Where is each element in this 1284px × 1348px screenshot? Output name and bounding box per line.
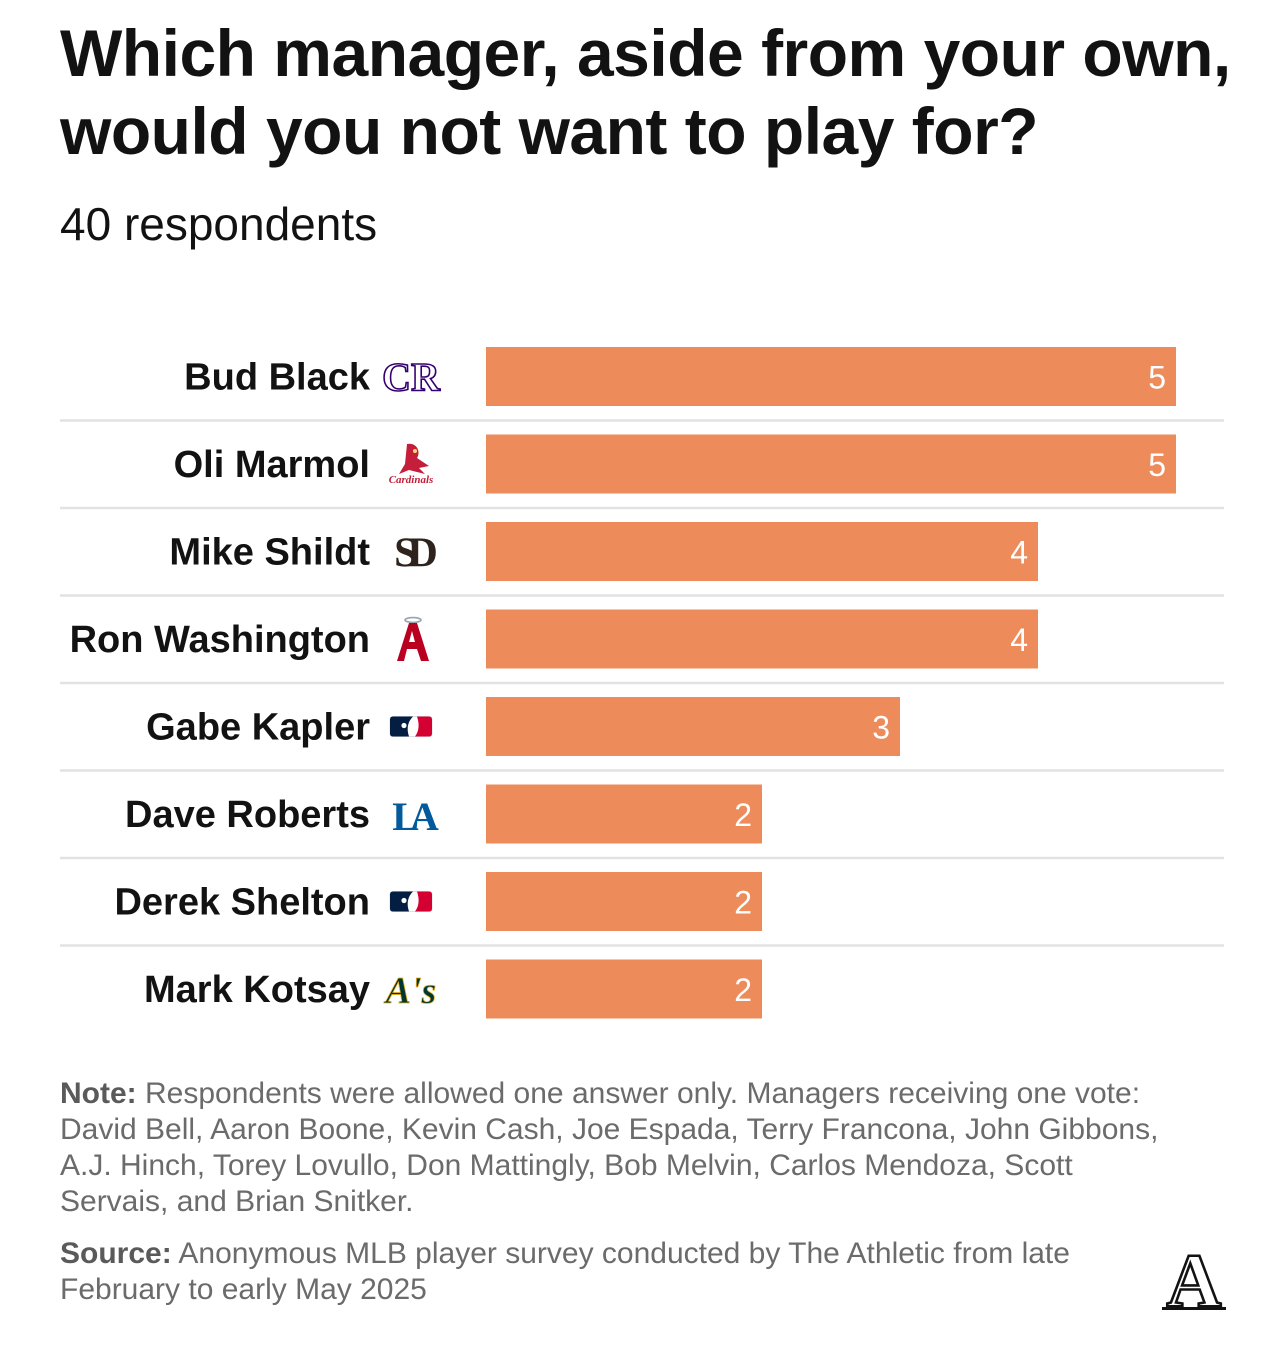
angels-logo-icon: [397, 616, 429, 661]
manager-name: Mark Kotsay: [144, 969, 370, 1011]
value-label: 5: [1148, 360, 1166, 396]
svg-text:SD: SD: [394, 531, 436, 577]
note-text: Respondents were allowed one answer only…: [60, 1077, 1159, 1218]
cardinals-logo-icon: Cardinals: [389, 443, 434, 486]
chart-source: Source: Anonymous MLB player survey cond…: [60, 1236, 1140, 1308]
bar-chart: Bud Black 5 CR Oli Marmol 5 Cardinals Mike Shi…: [60, 347, 1224, 1019]
bar: [486, 347, 1176, 406]
bar-row: Bud Black 5: [184, 347, 1176, 406]
bar: [486, 522, 1038, 581]
bar-row: Mark Kotsay 2: [144, 959, 762, 1019]
manager-name: Derek Shelton: [114, 882, 370, 924]
bar: [486, 872, 762, 931]
value-label: 2: [734, 797, 752, 833]
bar: [486, 784, 762, 844]
bar-row: Oli Marmol 5: [174, 434, 1176, 494]
athletics-logo-icon: A's: [383, 970, 437, 1013]
value-label: 3: [872, 710, 890, 746]
source-label: Source:: [60, 1237, 172, 1270]
bar-row: Gabe Kapler 3: [146, 697, 900, 756]
bar-row: Mike Shildt 4: [169, 522, 1038, 581]
mlb-logo-icon: [389, 891, 433, 912]
the-athletic-logo: A: [1162, 1246, 1226, 1312]
value-label: 5: [1148, 447, 1166, 483]
dodgers-logo-icon: LA: [392, 794, 448, 839]
padres-logo-icon: SD: [394, 531, 446, 577]
bar: [486, 609, 1038, 669]
bar-row: Derek Shelton 2: [114, 872, 762, 931]
manager-name: Bud Black: [184, 357, 371, 399]
svg-text:CR: CR: [382, 355, 441, 400]
value-label: 2: [734, 972, 752, 1008]
chart-note: Note: Respondents were allowed one answe…: [60, 1076, 1160, 1220]
svg-text:Cardinals: Cardinals: [389, 474, 434, 486]
bar-row: Ron Washington 4: [70, 609, 1038, 669]
mlb-logo-icon: [389, 716, 433, 737]
manager-name: Oli Marmol: [174, 444, 370, 486]
bar-row: Dave Roberts 2: [125, 784, 762, 844]
manager-name: Gabe Kapler: [146, 707, 370, 749]
bar: [486, 959, 762, 1019]
value-label: 2: [734, 885, 752, 921]
manager-name: Mike Shildt: [169, 532, 370, 574]
value-label: 4: [1010, 535, 1028, 571]
brand-letter: A: [1167, 1246, 1222, 1312]
manager-name: Ron Washington: [70, 619, 370, 661]
rockies-logo-icon: CR: [381, 354, 441, 401]
chart-title: Which manager, aside from your own, woul…: [60, 16, 1231, 168]
value-label: 4: [1010, 622, 1028, 658]
svg-text:A's: A's: [384, 970, 437, 1012]
chart-subtitle: 40 respondents: [60, 198, 378, 250]
bar: [486, 697, 900, 756]
svg-text:LA: LA: [392, 794, 439, 839]
note-label: Note:: [60, 1077, 137, 1110]
source-text: Anonymous MLB player survey conducted by…: [60, 1237, 1070, 1306]
bar: [486, 434, 1176, 494]
manager-name: Dave Roberts: [125, 794, 370, 836]
